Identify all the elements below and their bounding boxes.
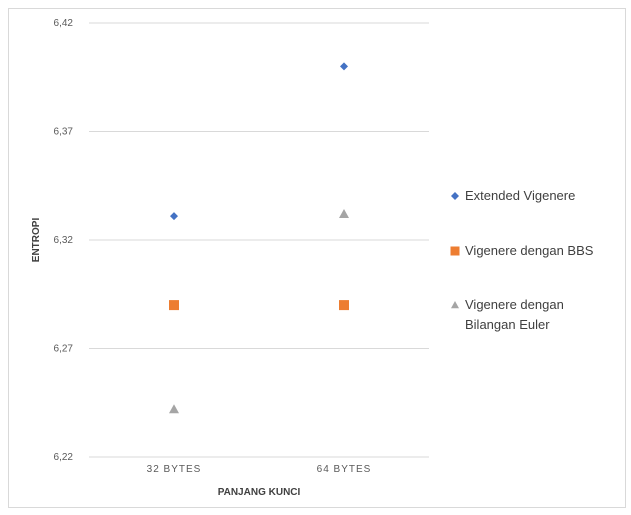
data-point <box>339 208 349 218</box>
legend-marker <box>451 301 459 309</box>
y-tick-labels: 6,22 6,27 6,32 6,37 6,42 <box>54 18 74 463</box>
gridlines <box>89 22 429 458</box>
legend-marker <box>451 192 459 200</box>
legend-entry-label: Vigenere dengan BBS <box>465 243 594 258</box>
data-point <box>170 212 178 221</box>
chart-frame: 6,22 6,27 6,32 6,37 6,42 32 BYTES 64 BYTES EN… <box>8 8 626 508</box>
y-tick-label: 6,42 <box>54 18 74 29</box>
legend-marker <box>450 246 460 256</box>
legend: Extended Vigenere Vigenere dengan BBS Vige… <box>450 188 594 332</box>
data-point <box>339 300 349 311</box>
legend-entry-label: Bilangan Euler <box>465 317 550 332</box>
y-tick-label: 6,27 <box>54 344 74 355</box>
data-point <box>340 62 348 71</box>
x-tick-labels: 32 BYTES 64 BYTES <box>147 464 372 475</box>
legend-entry-label: Vigenere dengan <box>465 297 564 312</box>
x-tick-label: 32 BYTES <box>147 464 202 475</box>
x-axis-title: PANJANG KUNCI <box>218 487 301 498</box>
legend-entry-label: Extended Vigenere <box>465 188 575 203</box>
data-point <box>169 300 179 311</box>
x-tick-label: 64 BYTES <box>317 464 372 475</box>
scatter-chart: 6,22 6,27 6,32 6,37 6,42 32 BYTES 64 BYTES EN… <box>31 18 594 498</box>
y-axis-title: ENTROPI <box>31 218 42 263</box>
y-tick-label: 6,37 <box>54 127 74 138</box>
y-tick-label: 6,32 <box>54 235 74 246</box>
y-tick-label: 6,22 <box>54 452 74 463</box>
data-points <box>169 62 349 414</box>
data-point <box>169 404 179 414</box>
